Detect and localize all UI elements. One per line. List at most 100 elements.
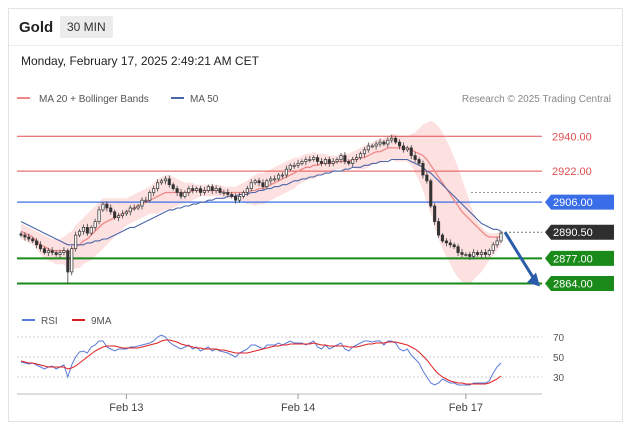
- candle-body-32: [144, 199, 148, 202]
- candle-body-61: [257, 180, 261, 184]
- candle-body-48: [206, 186, 210, 191]
- candle-body-88: [362, 149, 366, 155]
- candle-body-118: [479, 252, 484, 255]
- candle-body-21: [101, 203, 105, 211]
- level-tag-2: [545, 194, 614, 210]
- candle-body-78: [323, 159, 327, 164]
- candle-53: [226, 188, 230, 198]
- candle-body-63: [265, 180, 269, 187]
- level-label-4: 2877.00: [553, 253, 593, 265]
- candle-body-44: [191, 188, 195, 191]
- candle-body-108: [440, 234, 445, 242]
- candle-51: [218, 186, 222, 195]
- candle-2: [27, 233, 31, 242]
- candle-body-96: [394, 137, 398, 143]
- candle-81: [335, 157, 339, 164]
- candle-body-30: [136, 205, 140, 209]
- candle-body-29: [132, 207, 136, 210]
- candle-61: [257, 178, 261, 187]
- candle-body-91: [374, 143, 378, 147]
- candle-111: [452, 242, 456, 249]
- candle-62: [261, 179, 265, 190]
- candle-19: [93, 218, 97, 231]
- candle-body-37: [163, 178, 167, 182]
- candle-103: [421, 160, 425, 179]
- candle-65: [273, 175, 277, 182]
- candle-body-80: [331, 161, 335, 164]
- candle-body-58: [245, 188, 249, 193]
- level-tag-3: [545, 224, 614, 240]
- candle-body-35: [156, 182, 160, 189]
- instrument-title: Gold: [19, 19, 54, 36]
- candle-body-66: [277, 174, 281, 180]
- candle-body-47: [202, 190, 206, 193]
- candle-body-33: [148, 192, 152, 201]
- candle-body-117: [476, 252, 480, 255]
- candle-body-64: [269, 178, 273, 182]
- candle-body-19: [93, 221, 97, 228]
- candle-26: [120, 210, 125, 219]
- candle-4: [35, 238, 39, 249]
- candle-body-123: [499, 232, 503, 242]
- chart-datetime: Monday, February 17, 2025 2:49:21 AM CET: [21, 54, 259, 68]
- legend-rsi-ma-label: 9MA: [91, 316, 112, 327]
- candle-body-51: [218, 188, 222, 193]
- x-axis: Feb 13 Feb 14 Feb 17: [109, 394, 483, 414]
- candle-body-38: [167, 178, 171, 186]
- candle-8: [50, 247, 54, 256]
- level-label-5: 2864.00: [553, 279, 593, 291]
- candle-body-46: [198, 188, 203, 193]
- ma50-line: [20, 158, 502, 246]
- candle-body-102: [417, 159, 421, 164]
- candle-50: [214, 185, 218, 194]
- candle-body-98: [401, 145, 405, 151]
- candle-body-74: [308, 159, 312, 161]
- candle-23: [109, 204, 113, 215]
- candle-body-68: [284, 168, 288, 176]
- candle-body-1: [23, 234, 27, 238]
- candle-115: [468, 251, 472, 260]
- candle-body-27: [124, 211, 128, 215]
- legend-ma50-swatch: [171, 97, 184, 99]
- candle-body-2: [27, 236, 31, 240]
- legend-rsi-label: RSI: [41, 316, 58, 327]
- candle-body-122: [495, 240, 499, 246]
- candle-13: [70, 245, 74, 276]
- candle-body-42: [183, 192, 187, 197]
- candle-body-23: [109, 207, 113, 213]
- candle-100: [409, 145, 413, 160]
- candle-body-99: [405, 147, 409, 151]
- candle-body-101: [413, 155, 417, 160]
- candle-body-76: [316, 157, 320, 162]
- candle-body-97: [397, 141, 402, 147]
- candle-body-49: [210, 186, 214, 191]
- candle-94: [386, 137, 390, 148]
- candle-body-28: [128, 207, 132, 213]
- candle-body-16: [81, 227, 85, 232]
- candle-68: [284, 165, 288, 178]
- rsi-tick-2: 30: [553, 373, 565, 384]
- candle-5: [38, 241, 43, 252]
- interval-badge[interactable]: 30 MIN: [60, 16, 113, 38]
- candle-body-36: [159, 180, 164, 184]
- candle-82: [339, 152, 343, 164]
- candle-30: [136, 203, 140, 211]
- candle-body-109: [444, 240, 448, 244]
- candle-72: [300, 159, 304, 166]
- candle-body-120: [487, 250, 491, 255]
- candle-75: [312, 155, 316, 162]
- candle-body-3: [31, 238, 35, 242]
- candle-body-9: [54, 252, 58, 255]
- candle-117: [476, 250, 480, 257]
- candle-36: [159, 178, 164, 185]
- candle-67: [280, 172, 285, 179]
- candle-body-22: [105, 203, 109, 209]
- candle-body-41: [179, 192, 183, 197]
- candle-113: [460, 249, 464, 258]
- candle-17: [85, 223, 89, 236]
- candle-body-67: [280, 174, 285, 177]
- candle-body-70: [292, 164, 296, 167]
- candle-body-34: [152, 188, 156, 193]
- candle-60: [253, 178, 257, 185]
- candle-9: [54, 250, 58, 257]
